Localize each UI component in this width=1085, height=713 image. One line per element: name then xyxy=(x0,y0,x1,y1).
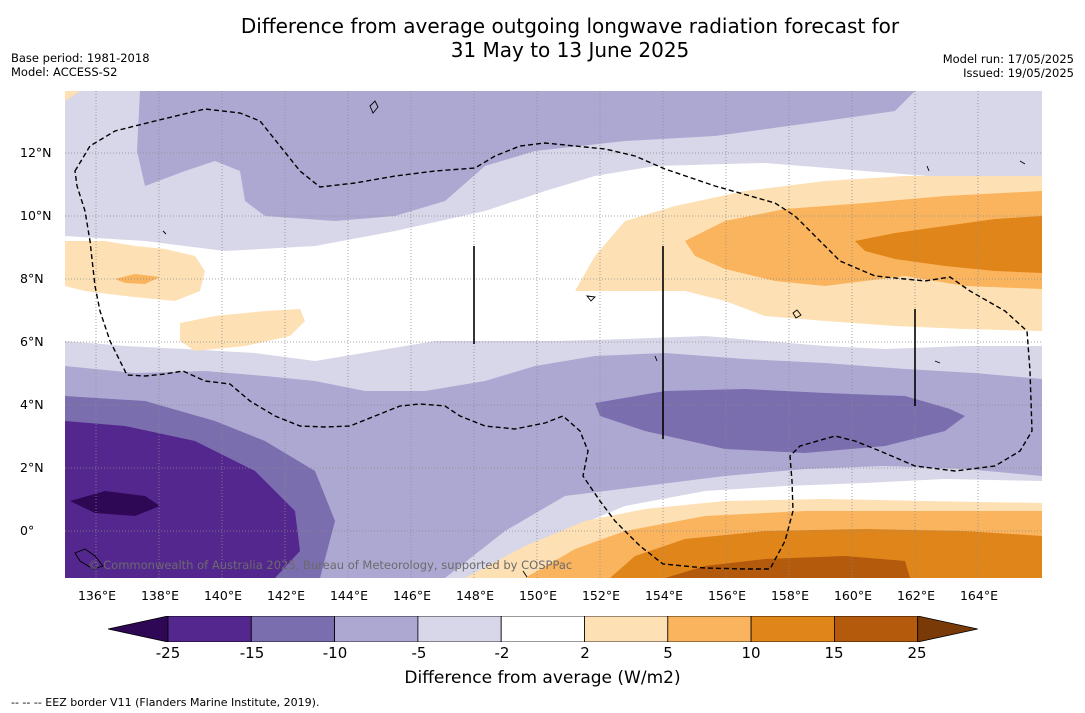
colorbar-tick: -5 xyxy=(411,644,427,662)
lat-label-6n: 6°N xyxy=(20,334,44,349)
lon-label-150e: 150°E xyxy=(518,588,557,603)
field-pale-orange-west-patch xyxy=(180,309,305,351)
colorbar xyxy=(108,616,978,642)
lon-label-152e: 152°E xyxy=(581,588,620,603)
eez-border-line xyxy=(74,108,1033,570)
lat-label-10n: 10°N xyxy=(20,208,52,223)
colorbar-segment xyxy=(500,616,585,642)
field-brown-equatorial xyxy=(665,556,910,578)
field-pale-orange-nw xyxy=(65,91,80,101)
field-darkest-purple xyxy=(70,491,160,516)
colorbar-tick: 2 xyxy=(580,644,590,662)
lat-label-2n: 2°N xyxy=(20,460,44,475)
lat-label-12n: 12°N xyxy=(20,145,52,160)
boundary-segments xyxy=(473,246,916,439)
title-line-2: 31 May to 13 June 2025 xyxy=(450,38,690,62)
map-title: Difference from average outgoing longwav… xyxy=(0,14,1085,62)
lon-label-156e: 156°E xyxy=(707,588,746,603)
colorbar-tick: 10 xyxy=(741,644,761,662)
lon-label-140e: 140°E xyxy=(203,588,242,603)
lon-label-136e: 136°E xyxy=(77,588,116,603)
lon-label-164e: 164°E xyxy=(959,588,998,603)
field-pale-orange-west xyxy=(65,241,205,301)
issued-text: Issued: 19/05/2025 xyxy=(963,66,1074,80)
model-run-text: Model run: 17/05/2025 xyxy=(942,52,1074,66)
field-deep-orange-east xyxy=(855,216,1042,273)
lon-label-148e: 148°E xyxy=(455,588,494,603)
title-line-1: Difference from average outgoing longwav… xyxy=(240,14,900,38)
colorbar-tick: -15 xyxy=(239,644,265,662)
lat-label-4n: 4°N xyxy=(20,397,44,412)
lon-label-144e: 144°E xyxy=(329,588,368,603)
colorbar-tick: -25 xyxy=(155,644,181,662)
colorbar-label: Difference from average (W/m2) xyxy=(404,668,681,688)
model-text: Model: ACCESS-S2 xyxy=(11,65,118,79)
colorbar-tick: -10 xyxy=(322,644,348,662)
colorbar-tick: 15 xyxy=(824,644,844,662)
colorbar-segment xyxy=(167,616,252,642)
colorbar-segment xyxy=(417,616,502,642)
lat-label-8n: 8°N xyxy=(20,271,44,286)
colorbar-extend-low xyxy=(108,616,169,642)
colorbar-segment xyxy=(334,616,419,642)
lon-label-142e: 142°E xyxy=(266,588,305,603)
graticule xyxy=(65,91,1042,578)
colorbar-extend-high xyxy=(917,616,978,642)
colorbar-segment xyxy=(584,616,669,642)
eez-footnote: -- -- -- EEZ border V11 (Flanders Marine… xyxy=(11,696,320,709)
base-period-text: Base period: 1981-2018 xyxy=(11,51,150,65)
colorbar-tick: 25 xyxy=(907,644,927,662)
metadata-right: Model run: 17/05/2025 Issued: 19/05/2025 xyxy=(943,52,1074,80)
colorbar-segment xyxy=(667,616,752,642)
lon-label-162e: 162°E xyxy=(896,588,935,603)
olr-anomaly-map xyxy=(65,91,1042,578)
field-lavender-north xyxy=(137,91,915,221)
map-area xyxy=(65,91,1042,578)
metadata-left: Base period: 1981-2018 Model: ACCESS-S2 xyxy=(11,51,150,79)
colorbar-tick: -2 xyxy=(494,644,510,662)
lon-label-138e: 138°E xyxy=(140,588,179,603)
lon-label-158e: 158°E xyxy=(770,588,809,603)
lon-label-160e: 160°E xyxy=(833,588,872,603)
colorbar-segment xyxy=(250,616,336,642)
copyright-text: © Commonwealth of Australia 2025, Bureau… xyxy=(88,558,573,572)
lon-label-146e: 146°E xyxy=(392,588,431,603)
colorbar-segment xyxy=(834,616,919,642)
lat-label-0: 0° xyxy=(20,523,35,538)
field-dark-purple xyxy=(65,421,300,578)
island-outlines xyxy=(74,100,1026,578)
colorbar-tick: 5 xyxy=(663,644,673,662)
lon-label-154e: 154°E xyxy=(644,588,683,603)
colorbar-segment xyxy=(750,616,835,642)
